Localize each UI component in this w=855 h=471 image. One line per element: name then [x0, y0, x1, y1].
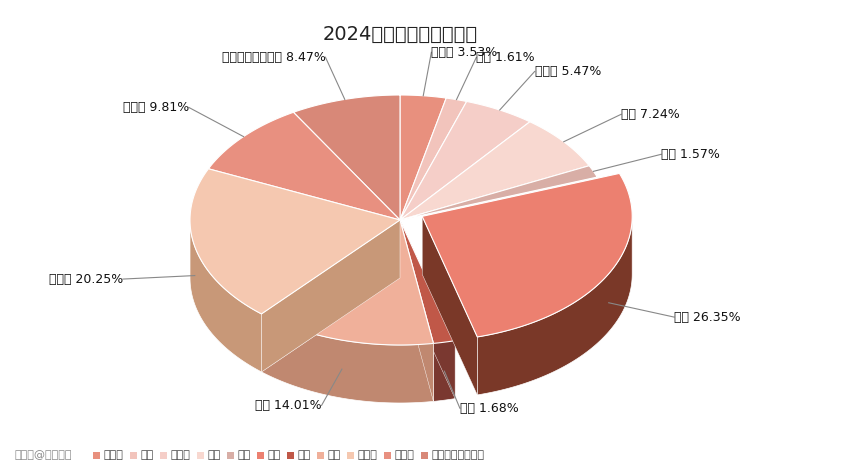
Text: 法学: 法学 — [140, 450, 153, 460]
Polygon shape — [422, 216, 477, 395]
Text: 本科层次职业学校: 本科层次职业学校 — [431, 450, 484, 460]
Bar — [227, 452, 234, 458]
Text: 艺术学: 艺术学 — [394, 450, 414, 460]
Text: 经济学: 经济学 — [103, 450, 123, 460]
Polygon shape — [190, 169, 400, 314]
Polygon shape — [262, 220, 433, 345]
Polygon shape — [400, 98, 467, 220]
Text: 本科层次职业学校 8.47%: 本科层次职业学校 8.47% — [221, 51, 326, 64]
Polygon shape — [190, 220, 262, 372]
Polygon shape — [262, 220, 400, 372]
Bar — [287, 452, 294, 458]
Text: 教育学 5.47%: 教育学 5.47% — [534, 65, 601, 78]
Text: 文学: 文学 — [207, 450, 221, 460]
Polygon shape — [293, 95, 400, 220]
Polygon shape — [433, 341, 455, 401]
Text: 2024各专业大类人数占比: 2024各专业大类人数占比 — [322, 25, 478, 44]
Polygon shape — [400, 166, 598, 220]
Text: 理学: 理学 — [237, 450, 251, 460]
Bar — [197, 452, 204, 458]
Text: 农学 1.68%: 农学 1.68% — [460, 402, 519, 414]
Text: 文学 7.24%: 文学 7.24% — [621, 108, 680, 121]
Polygon shape — [209, 112, 400, 220]
Text: 搜狐号@阿库升本: 搜狐号@阿库升本 — [14, 450, 72, 460]
Bar — [257, 452, 264, 458]
Bar — [93, 452, 100, 458]
Polygon shape — [422, 173, 632, 337]
Text: 理学 1.57%: 理学 1.57% — [661, 148, 720, 161]
Polygon shape — [400, 220, 455, 343]
Text: 经济学 3.53%: 经济学 3.53% — [432, 46, 498, 59]
Text: 管理学: 管理学 — [357, 450, 377, 460]
Polygon shape — [400, 101, 530, 220]
Bar — [347, 452, 354, 458]
Bar — [384, 452, 391, 458]
Polygon shape — [262, 220, 400, 372]
Text: 法学 1.61%: 法学 1.61% — [476, 51, 535, 64]
Text: 工学 26.35%: 工学 26.35% — [674, 310, 740, 324]
Polygon shape — [400, 220, 433, 401]
Polygon shape — [400, 95, 446, 220]
Bar — [130, 452, 137, 458]
Polygon shape — [477, 217, 632, 395]
Polygon shape — [262, 314, 433, 403]
Text: 工学: 工学 — [267, 450, 280, 460]
Text: 农学: 农学 — [297, 450, 310, 460]
Text: 管理学 20.25%: 管理学 20.25% — [49, 273, 123, 285]
Bar — [421, 452, 428, 458]
Polygon shape — [400, 220, 433, 401]
Text: 艺术学 9.81%: 艺术学 9.81% — [122, 101, 189, 114]
Text: 医学: 医学 — [327, 450, 340, 460]
Text: 医学 14.01%: 医学 14.01% — [255, 399, 321, 412]
Bar — [160, 452, 167, 458]
Text: 教育学: 教育学 — [170, 450, 190, 460]
Bar — [317, 452, 324, 458]
Polygon shape — [400, 220, 455, 398]
Polygon shape — [400, 122, 589, 220]
